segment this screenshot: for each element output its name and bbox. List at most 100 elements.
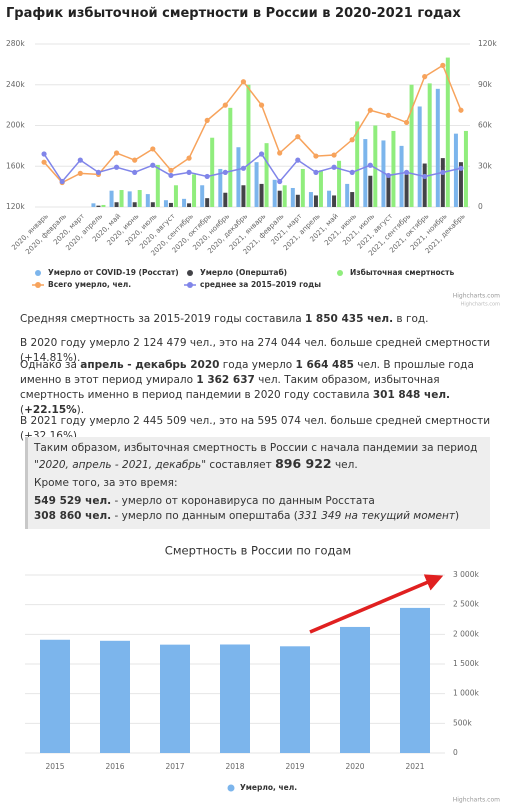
y-tick-label: 3 000k — [453, 570, 479, 579]
bar — [223, 192, 228, 207]
paragraph: Кроме того, за это время: — [34, 476, 484, 491]
bar — [445, 57, 450, 208]
bar — [391, 130, 396, 207]
bar — [282, 185, 287, 207]
credits: Highcharts.com — [453, 797, 500, 804]
bar — [182, 198, 187, 207]
bar — [155, 164, 160, 207]
bar — [399, 145, 404, 207]
x-tick-label: 2021 — [405, 762, 424, 771]
x-tick-label: 2019 — [285, 762, 304, 771]
text: ( — [20, 404, 25, 416]
legend-label: Всего умерло, чел. — [48, 280, 131, 289]
point — [41, 151, 47, 157]
bar — [386, 175, 391, 207]
text: 896 922 — [275, 456, 332, 471]
legend-label: Умерло от COVID-19 (Росстат) — [48, 268, 179, 277]
y2-tick-label: 0 — [478, 202, 483, 211]
point — [349, 169, 355, 175]
bar — [318, 170, 323, 207]
text: 301 848 чел. — [372, 389, 450, 401]
y-tick-label: 240k — [6, 80, 25, 89]
text: Кроме того, за это время: — [34, 477, 178, 489]
point — [295, 157, 301, 163]
point — [113, 150, 120, 156]
text: составляет — [206, 459, 276, 471]
x-tick-label: 2016 — [105, 762, 124, 771]
bar — [127, 191, 132, 207]
text: +22.15% — [24, 404, 77, 416]
text: Средняя смертность за 2015-2019 годы сос… — [20, 313, 305, 325]
paragraph: Однако за апрель - декабрь 2020 года уме… — [20, 358, 500, 418]
point — [222, 102, 228, 108]
x-tick-label: 2018 — [225, 762, 244, 771]
point — [277, 150, 283, 156]
x-tick-label: 2015 — [45, 762, 64, 771]
point — [367, 162, 373, 168]
bar — [236, 147, 241, 207]
line — [43, 152, 462, 183]
y-tick-label: 1 000k — [453, 689, 479, 698]
paragraph: 549 529 чел. - умерло от коронавируса по… — [34, 494, 484, 509]
bar — [280, 646, 310, 753]
bar — [160, 644, 190, 753]
bar — [200, 185, 205, 207]
bar — [173, 185, 178, 207]
bar — [150, 202, 155, 207]
legend-label: Избыточная смертность — [350, 268, 454, 277]
bar — [101, 204, 106, 207]
point — [240, 165, 247, 171]
y-tick-label: 1 500k — [453, 659, 479, 668]
point — [186, 155, 192, 161]
paragraph: 308 860 чел. - умерло по данным оперштаб… — [34, 509, 484, 524]
text: ). — [76, 404, 85, 416]
paragraph: Таким образом, избыточная смертность в Р… — [34, 441, 484, 473]
point — [77, 157, 83, 163]
bar — [295, 194, 300, 207]
bar — [187, 203, 192, 207]
bar — [277, 190, 282, 207]
point — [132, 157, 138, 163]
text: 549 529 чел. — [34, 495, 112, 507]
bar — [363, 139, 368, 207]
point — [313, 153, 319, 159]
bar — [246, 84, 251, 207]
bar — [137, 190, 142, 207]
text: 308 860 чел. — [34, 510, 112, 522]
point — [349, 137, 355, 143]
bar — [300, 168, 305, 207]
bar — [373, 125, 378, 207]
bar — [368, 175, 373, 207]
bar — [440, 158, 445, 207]
point — [440, 62, 446, 68]
bar — [210, 137, 215, 207]
bar — [404, 174, 409, 207]
bar — [119, 190, 124, 207]
x-tick-label: 2020 — [345, 762, 364, 771]
text: В 2020 году умерло 2 124 479 чел., это н… — [20, 337, 491, 364]
y2-tick-label: 90k — [478, 80, 493, 89]
point — [440, 169, 446, 175]
bar — [422, 163, 427, 207]
y-tick-label: 2 500k — [453, 600, 479, 609]
point — [422, 74, 428, 80]
bar — [254, 162, 259, 207]
point — [41, 159, 47, 165]
x-tick-label: 2017 — [165, 762, 184, 771]
y-tick-label: 160k — [6, 161, 25, 170]
bar — [259, 183, 264, 207]
bar — [332, 195, 337, 207]
legend-label: Умерло, чел. — [240, 783, 297, 792]
text: Однако за — [20, 359, 81, 371]
point — [385, 172, 392, 179]
bar — [345, 183, 350, 207]
point — [240, 79, 247, 85]
point — [295, 134, 301, 140]
bar — [192, 174, 197, 207]
bar — [381, 140, 386, 207]
bar — [96, 205, 101, 207]
text: апрель - декабрь 2020 — [80, 359, 220, 371]
y-tick-label: 280k — [6, 39, 25, 48]
point — [313, 169, 319, 175]
legend-marker — [187, 282, 193, 288]
